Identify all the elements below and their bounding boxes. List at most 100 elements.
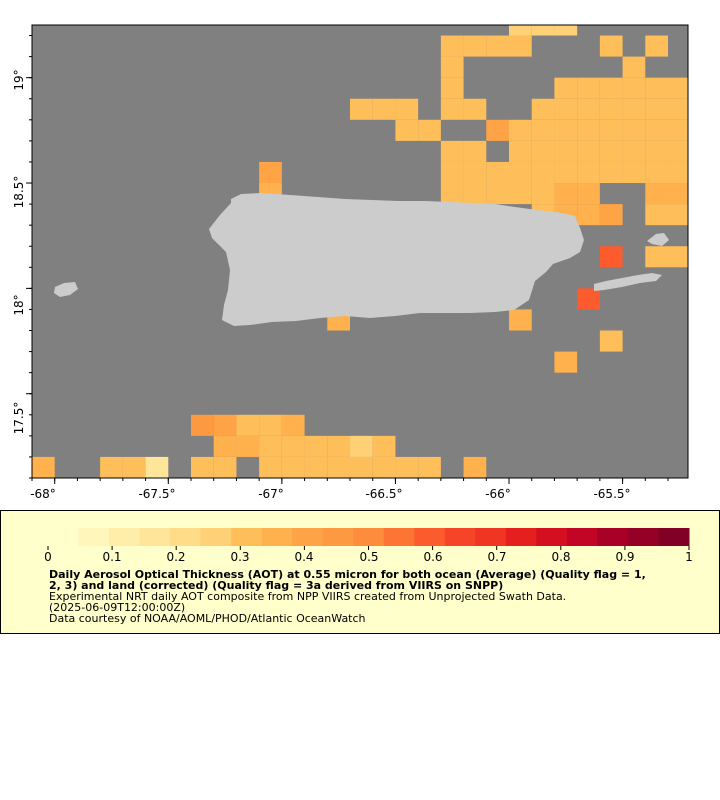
y-axis [26, 77, 32, 395]
aot-cell [463, 183, 487, 205]
aot-cell [509, 25, 532, 36]
aot-cell [668, 77, 688, 99]
colorbar-swatch [322, 528, 354, 546]
x-tick-label: -65.5° [593, 487, 630, 501]
colorbar-swatch [261, 528, 293, 546]
y-tick-label: 18° [12, 294, 26, 315]
aot-cell [440, 35, 464, 57]
aot-cell [122, 456, 146, 478]
aot-cell [599, 77, 623, 99]
aot-cell [668, 98, 688, 120]
aot-cell [668, 246, 688, 268]
legend-subtitle: Experimental NRT daily AOT composite fro… [49, 590, 567, 603]
aot-cell [440, 98, 464, 120]
aot-cell [554, 119, 578, 141]
colorbar-swatch [353, 528, 385, 546]
aot-cell [509, 309, 532, 331]
legend-credit: Data courtesy of NOAA/AOML/PHOD/Atlantic… [49, 612, 366, 625]
colorbar-swatch [597, 528, 629, 546]
aot-cell [509, 183, 532, 205]
aot-cell [463, 140, 487, 162]
aot-cell [622, 119, 646, 141]
aot-cell [463, 35, 487, 57]
aot-cell [599, 204, 623, 226]
aot-cell [486, 35, 510, 57]
aot-cell [577, 204, 600, 226]
aot-cell [463, 456, 487, 478]
aot-cell [668, 183, 688, 205]
aot-cell [622, 161, 646, 184]
aot-cell [599, 140, 623, 162]
aot-cell [418, 119, 441, 141]
aot-cell [259, 456, 282, 478]
mona-island-land [54, 282, 78, 297]
colorbar [48, 528, 690, 546]
aot-cell [531, 25, 555, 36]
aot-cell [509, 140, 532, 162]
aot-cell [577, 140, 600, 162]
aot-cell [577, 183, 600, 205]
aot-cell [327, 435, 351, 457]
aot-cell [645, 98, 669, 120]
aot-cell [577, 288, 600, 310]
aot-cell [645, 204, 669, 226]
aot-cell [599, 330, 623, 352]
aot-cell [509, 35, 532, 57]
vieques-land [594, 273, 662, 291]
colorbar-tick-label: 0.1 [102, 550, 121, 564]
colorbar-ticks [47, 546, 690, 550]
aot-cell [645, 77, 669, 99]
aot-cell [622, 56, 646, 78]
aot-cell [236, 435, 260, 457]
aot-cell [531, 140, 555, 162]
aot-cell [486, 119, 510, 141]
map-frame [31, 24, 689, 479]
colorbar-swatch [475, 528, 507, 546]
x-tick-label: -68° [30, 487, 56, 501]
colorbar-tick-label: 0.4 [294, 550, 313, 564]
aot-cell [554, 140, 578, 162]
aot-cell [645, 119, 669, 141]
aot-cell [645, 246, 669, 268]
colorbar-swatch [383, 528, 415, 546]
aot-cell [577, 77, 600, 99]
aot-cell [554, 161, 578, 184]
aot-cell [531, 98, 555, 120]
aot-cell [599, 119, 623, 141]
aot-cell [327, 456, 351, 478]
colorbar-swatch [231, 528, 263, 546]
aot-cell [191, 456, 214, 478]
aot-cell [577, 161, 600, 184]
colorbar-swatch [658, 528, 690, 546]
aot-cell [645, 161, 669, 184]
aot-cell [372, 435, 396, 457]
aot-cell [668, 161, 688, 184]
aot-cell [372, 456, 396, 478]
aot-cell [281, 414, 305, 436]
legend-panel: 0 0.1 0.2 0.3 0.4 0.5 0.6 0.7 0.8 0.9 1 … [0, 510, 720, 634]
colorbar-swatch [566, 528, 598, 546]
colorbar-swatch [444, 528, 476, 546]
puerto-rico-land [209, 193, 584, 326]
aot-cell [395, 456, 419, 478]
aot-cell [463, 98, 487, 120]
colorbar-tick-label: 0.6 [423, 550, 442, 564]
aot-cell [668, 140, 688, 162]
aot-cell [259, 435, 282, 457]
aot-cell [395, 98, 419, 120]
aot-map: -68° -67.5° -67° -66.5° -66° -65.5° 19° … [12, 24, 689, 501]
aot-cell [599, 246, 623, 268]
x-tick-label: -67.5° [138, 487, 175, 501]
aot-cell [554, 98, 578, 120]
colorbar-tick-label: 0.9 [615, 550, 634, 564]
aot-cell [668, 119, 688, 141]
colorbar-tick-label: 0.2 [166, 550, 185, 564]
aot-cell [509, 119, 532, 141]
aot-cell [463, 161, 487, 184]
aot-cell [304, 456, 328, 478]
aot-cell [599, 98, 623, 120]
legend-title: Daily Aerosol Optical Thickness (AOT) at… [49, 568, 646, 592]
aot-cell [259, 161, 282, 184]
aot-cell [486, 183, 510, 205]
colorbar-swatch [627, 528, 659, 546]
